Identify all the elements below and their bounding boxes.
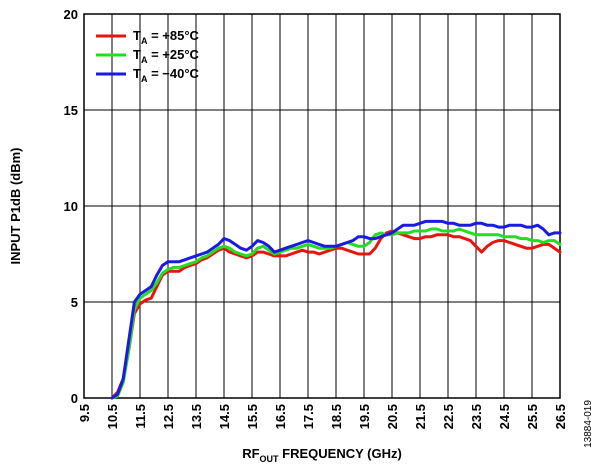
- x-tick-label: 20.5: [385, 404, 400, 429]
- series-layer: [110, 219, 562, 400]
- x-axis-title-rest: FREQUENCY (GHz): [279, 446, 402, 461]
- x-axis-title: RFOUT FREQUENCY (GHz): [242, 446, 402, 464]
- x-tick-label: 14.5: [217, 404, 232, 429]
- figure-id: 13884-019: [583, 400, 594, 448]
- x-tick-label: 12.5: [161, 404, 176, 429]
- x-tick-label: 9.5: [77, 404, 92, 422]
- x-axis-title-subscript: OUT: [260, 454, 280, 464]
- x-tick-label: 18.5: [329, 404, 344, 429]
- legend-label-3: TA = −40°C: [133, 66, 200, 84]
- x-tick-label: 21.5: [413, 404, 428, 429]
- x-tick-label: 11.5: [133, 404, 148, 429]
- legend: TA = +85°CTA = +25°CTA = −40°C: [96, 28, 200, 84]
- y-tick-label: 0: [71, 391, 78, 406]
- x-tick-label: 22.5: [441, 404, 456, 429]
- series-line-1: [110, 229, 562, 400]
- x-tick-label: 24.5: [497, 404, 512, 429]
- x-tick-label: 15.5: [245, 404, 260, 429]
- y-tick-label: 5: [71, 295, 78, 310]
- y-tick-labels: 0 5 10 15 20: [64, 7, 78, 406]
- x-tick-label: 10.5: [105, 404, 120, 429]
- x-axis-title-main: RF: [242, 446, 259, 461]
- legend-label-2: TA = +25°C: [133, 47, 200, 65]
- y-axis-title: INPUT P1dB (dBm): [8, 148, 23, 265]
- y-tick-label: 15: [64, 103, 78, 118]
- y-tick-label: 10: [64, 199, 78, 214]
- y-tick-label: 20: [64, 7, 78, 22]
- series-line-3: [110, 219, 562, 400]
- x-tick-labels: 9.5 10.5 11.5 12.5 13.5 14.5 15.5 16.5 17.5 18.5 1…: [77, 404, 568, 429]
- legend-label-1: TA = +85°C: [133, 28, 200, 46]
- x-tick-label: 19.5: [357, 404, 372, 429]
- x-tick-label: 13.5: [189, 404, 204, 429]
- x-tick-label: 17.5: [301, 404, 316, 429]
- x-tick-label: 26.5: [553, 404, 568, 429]
- grid: [83, 13, 561, 399]
- x-tick-label: 16.5: [273, 404, 288, 429]
- x-tick-label: 23.5: [469, 404, 484, 429]
- x-tick-label: 25.5: [525, 404, 540, 429]
